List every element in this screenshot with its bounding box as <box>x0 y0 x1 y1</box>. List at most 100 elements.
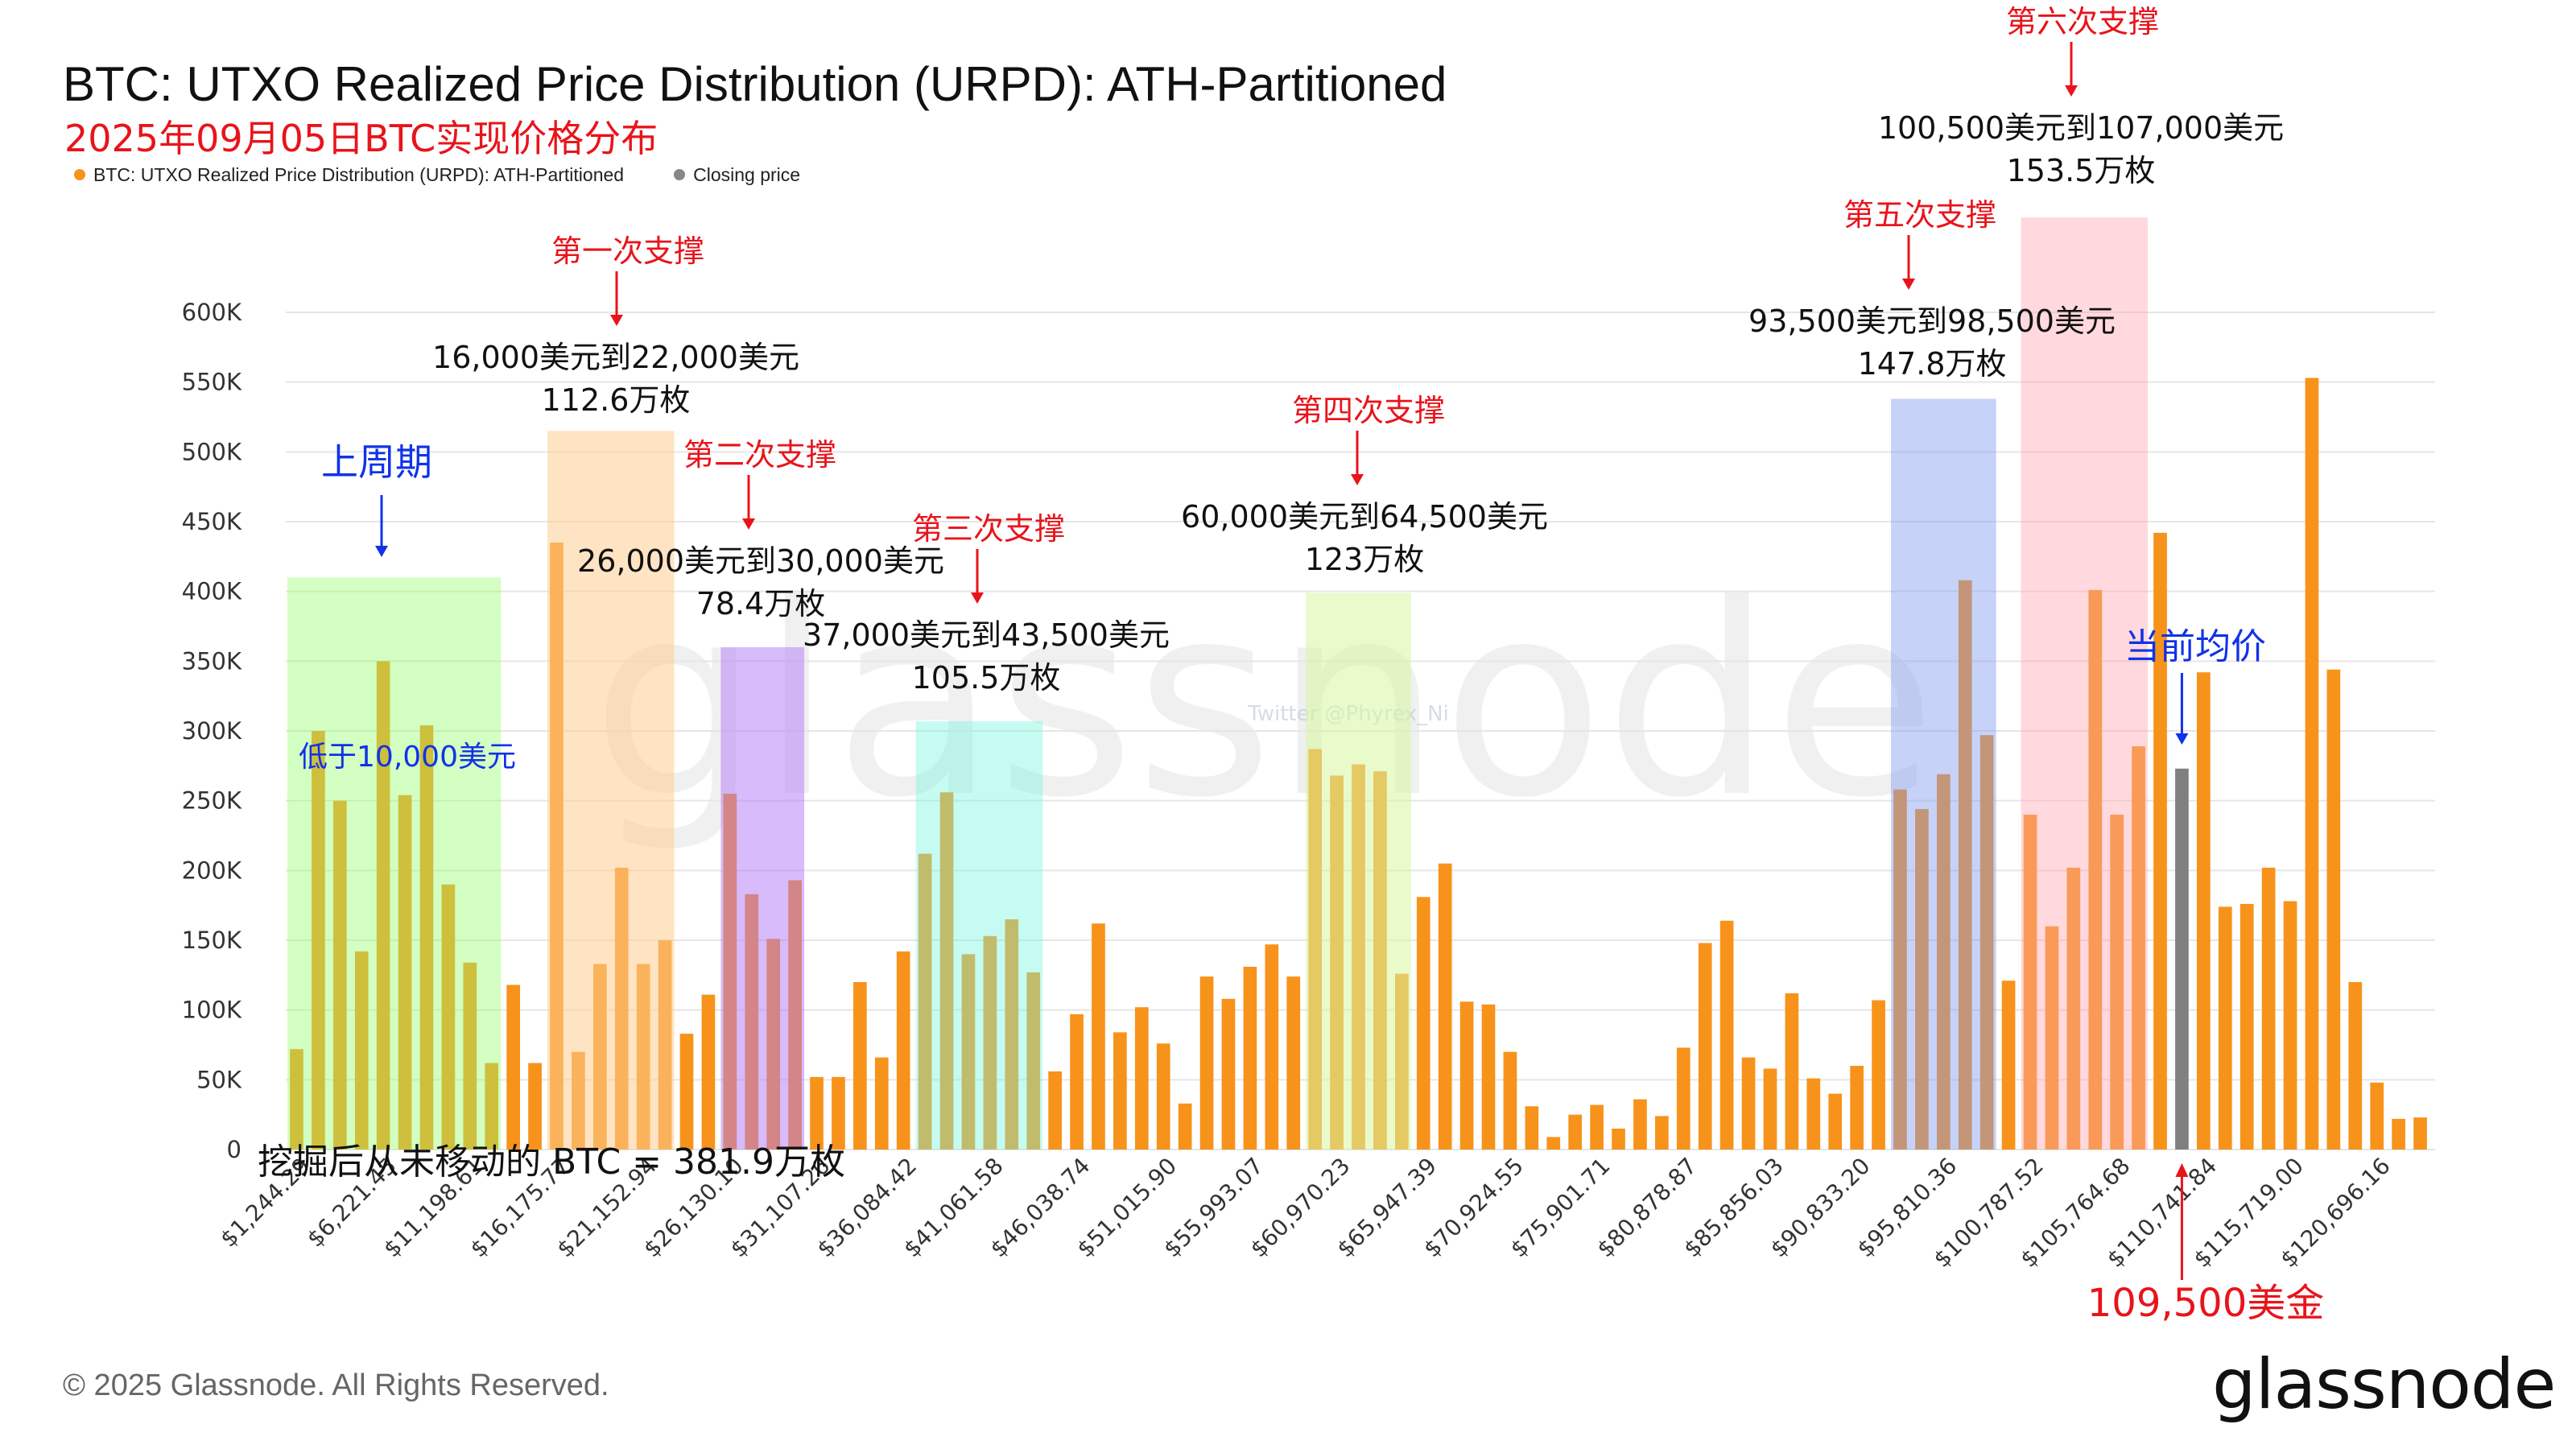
bar <box>1416 897 1430 1150</box>
chart-subtitle: 2025年09月05日BTC实现价格分布 <box>64 117 658 160</box>
y-tick-label: 300K <box>182 717 242 745</box>
bar <box>376 661 390 1150</box>
y-tick-label: 200K <box>182 857 242 884</box>
support-name-5: 第五次支撑 <box>1843 197 1996 233</box>
bar <box>810 1076 824 1150</box>
copyright-footer: © 2025 Glassnode. All Rights Reserved. <box>63 1368 609 1402</box>
bar <box>2370 1082 2384 1150</box>
support-name-4: 第四次支撑 <box>1292 393 1445 428</box>
closing-price-bar <box>2175 768 2189 1150</box>
bar <box>2110 815 2124 1150</box>
bar <box>1612 1129 1625 1150</box>
bar <box>1070 1013 1084 1150</box>
y-tick-label: 50K <box>196 1066 242 1093</box>
bar <box>485 1063 499 1150</box>
support-arrow-5-head <box>1902 279 1915 290</box>
bar <box>2218 906 2232 1150</box>
bar <box>2413 1117 2427 1150</box>
support-region-4 <box>915 720 1043 1150</box>
bar <box>290 1049 303 1150</box>
support-name-1: 第一次支撑 <box>551 233 704 269</box>
legend-dot-closing <box>674 169 686 180</box>
bar <box>2088 589 2103 1150</box>
bar <box>1741 1057 1756 1150</box>
bar <box>1221 998 1236 1150</box>
bar <box>1828 1093 1843 1150</box>
support-amount-5: 147.8万枚 <box>1858 346 2007 382</box>
bar <box>2153 532 2167 1150</box>
bar <box>1915 809 1929 1150</box>
bar <box>701 994 716 1150</box>
bar <box>1655 1116 1669 1150</box>
y-tick-label: 350K <box>182 647 242 675</box>
arrow-cycle-head <box>375 546 388 557</box>
bar <box>1243 966 1257 1150</box>
support-region-6 <box>1891 398 1996 1150</box>
bar <box>679 1034 694 1150</box>
support-amount-6: 153.5万枚 <box>2007 153 2156 188</box>
legend: BTC: UTXO Realized Price Distribution (U… <box>74 161 850 188</box>
bar <box>961 954 976 1150</box>
bar <box>1979 735 1994 1150</box>
bar <box>528 1063 542 1150</box>
bar <box>2283 901 2297 1150</box>
bar <box>1134 1007 1149 1150</box>
legend-dot-urpd <box>74 169 85 180</box>
y-tick-label: 550K <box>182 369 242 396</box>
bar <box>2001 980 2016 1150</box>
current-avg-arrow-head <box>2175 733 2189 745</box>
bar <box>463 962 477 1150</box>
bar <box>1676 1047 1690 1150</box>
watermark-glassnode: glassnode <box>592 547 1937 856</box>
bar <box>2348 982 2363 1150</box>
region-name-cycle: 上周期 <box>321 440 432 484</box>
bar <box>1026 972 1041 1150</box>
support-arrow-2-head <box>742 518 755 530</box>
bar <box>896 951 910 1150</box>
bar <box>832 1076 845 1150</box>
y-tick-label: 400K <box>182 578 242 605</box>
support-range-4: 60,000美元到64,500美元 <box>1181 499 1548 535</box>
y-tick-label: 450K <box>182 508 242 535</box>
y-tick-label: 0 <box>227 1136 242 1163</box>
bar <box>1005 919 1019 1150</box>
support-amount-1: 112.6万枚 <box>542 382 691 418</box>
chart-title: BTC: UTXO Realized Price Distribution (U… <box>63 57 1447 111</box>
bar <box>1481 1004 1496 1150</box>
bar <box>2261 867 2276 1150</box>
support-amount-4: 123万枚 <box>1305 542 1425 577</box>
bar <box>1178 1103 1192 1150</box>
y-tick-label: 500K <box>182 438 242 465</box>
legend-item-closing[interactable]: Closing price <box>674 164 800 186</box>
support-region-1 <box>287 577 502 1150</box>
bar <box>2132 746 2145 1150</box>
bar <box>1872 1000 1885 1150</box>
bar <box>1503 1051 1517 1150</box>
legend-item-urpd[interactable]: BTC: UTXO Realized Price Distribution (U… <box>74 164 624 186</box>
bar <box>1156 1043 1170 1150</box>
closing-price-arrow-head <box>2175 1163 2189 1177</box>
bar <box>2326 669 2341 1150</box>
bar <box>1590 1104 1604 1150</box>
support-name-2: 第二次支撑 <box>683 437 836 473</box>
bar <box>1459 1001 1474 1150</box>
glassnode-logo: glassnode <box>2212 1344 2556 1425</box>
bar <box>2197 672 2211 1150</box>
bar <box>1265 944 1279 1150</box>
support-range-6: 100,500美元到107,000美元 <box>1878 110 2284 146</box>
support-amount-2: 78.4万枚 <box>696 586 826 621</box>
bar <box>1525 1106 1539 1150</box>
legend-label-closing: Closing price <box>693 163 801 185</box>
unmoved-btc-text: 挖掘后从未移动的 BTC = 381.9万枚 <box>258 1141 845 1183</box>
support-arrow-3-head <box>971 592 984 604</box>
support-range-2: 26,000美元到30,000美元 <box>577 543 944 579</box>
y-tick-label: 600K <box>182 299 242 326</box>
bar <box>1698 943 1712 1150</box>
y-tick-label: 150K <box>182 927 242 954</box>
bar <box>2240 903 2254 1150</box>
support-region-7 <box>2021 217 2149 1150</box>
support-range-5: 93,500美元到98,500美元 <box>1748 303 2116 339</box>
bar <box>1850 1066 1864 1150</box>
bar <box>312 731 325 1150</box>
